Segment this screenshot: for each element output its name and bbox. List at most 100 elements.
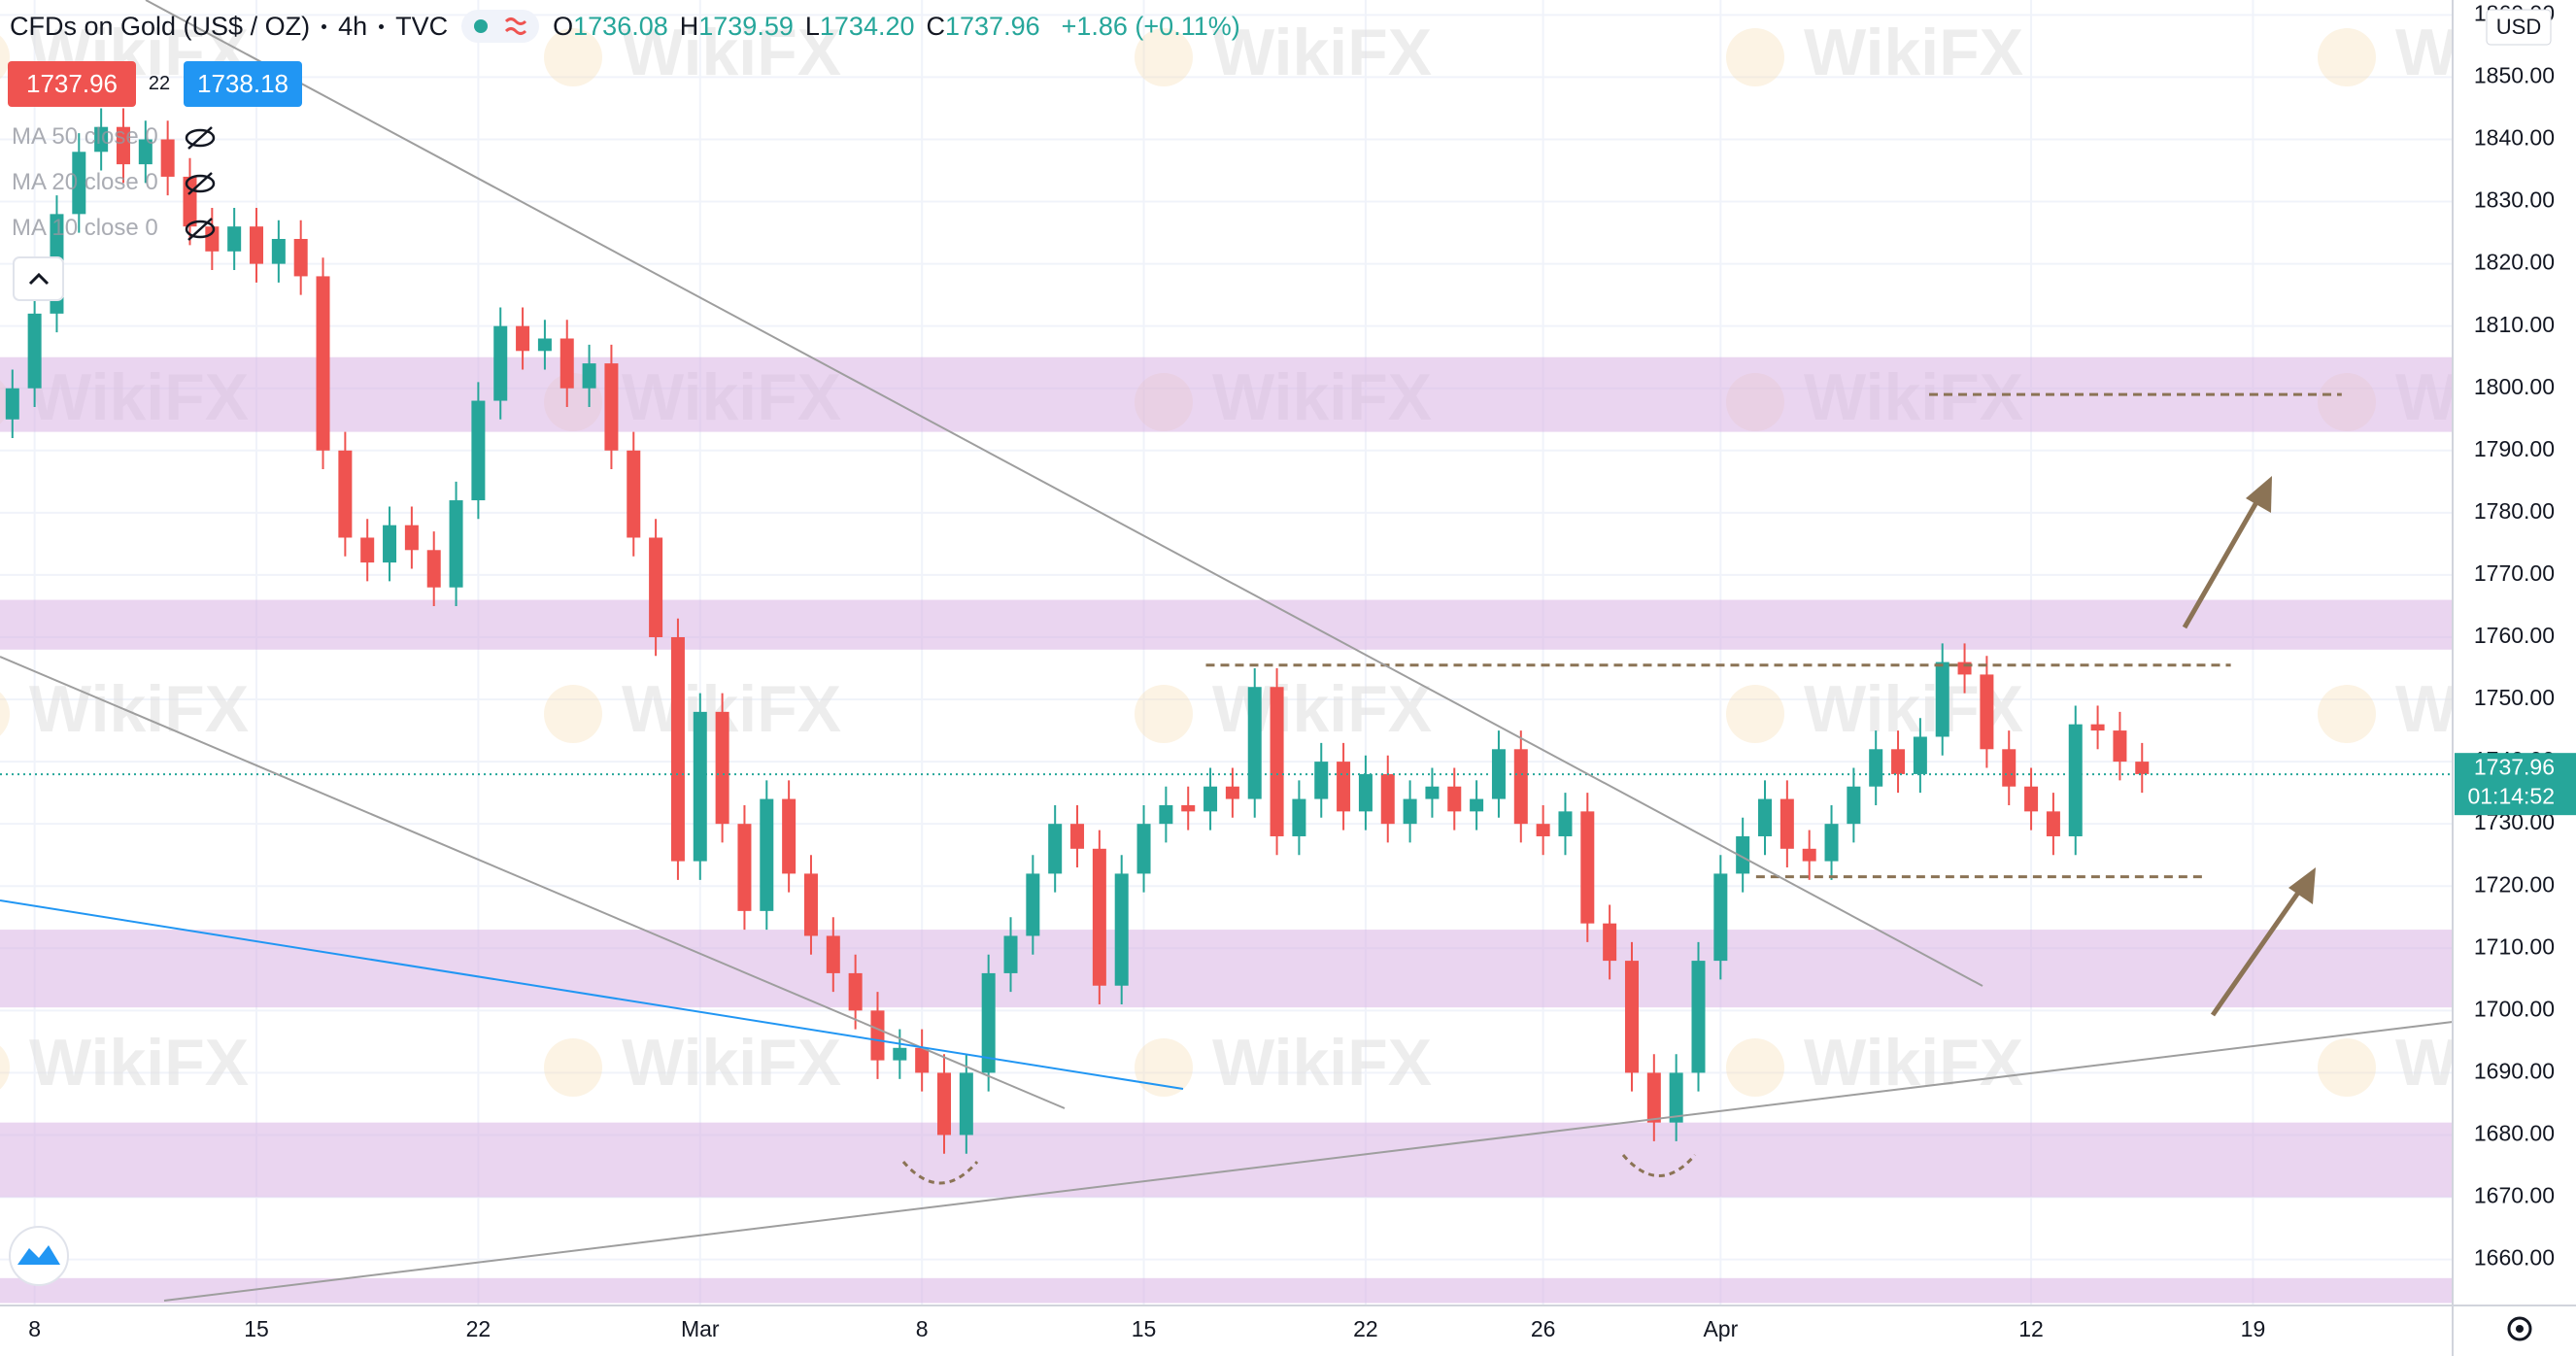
y-tick-label: 1750.00 xyxy=(2474,685,2555,710)
candle-body xyxy=(1713,873,1728,962)
candle-body xyxy=(936,1072,951,1136)
hidden-icon[interactable] xyxy=(185,172,216,195)
ohlc-item: C1737.96 xyxy=(927,12,1040,42)
arrow-head xyxy=(2246,476,2272,513)
candle-body xyxy=(981,972,996,1073)
candle-body xyxy=(471,400,486,501)
candle-body xyxy=(183,176,197,227)
candle-body xyxy=(316,276,330,451)
candle-body xyxy=(1358,773,1373,812)
background-layer xyxy=(0,0,2453,1305)
indicator-label: MA 50 close 0 xyxy=(12,123,158,150)
zone xyxy=(0,1122,2453,1198)
candle-body xyxy=(582,363,596,389)
watermark-logo xyxy=(544,28,602,86)
candle-body xyxy=(1270,687,1284,836)
candle-body xyxy=(1558,811,1573,836)
sell-badge[interactable]: 1737.96 xyxy=(8,61,136,107)
candle-body xyxy=(116,126,130,165)
candle-body xyxy=(516,325,530,352)
candle-body xyxy=(1779,798,1794,849)
price-axis-bg xyxy=(2453,0,2576,1356)
y-tick-label: 1670.00 xyxy=(2474,1183,2555,1208)
y-tick-label: 1800.00 xyxy=(2474,374,2555,399)
watermark-logo xyxy=(2318,1038,2376,1097)
candle-body xyxy=(1337,762,1351,812)
watermark-logo xyxy=(1135,1038,1193,1097)
candle-body xyxy=(1292,798,1306,836)
currency-box xyxy=(2486,9,2552,46)
candle-body xyxy=(1536,824,1550,836)
candle-body xyxy=(2002,749,2017,787)
watermark-logo xyxy=(1135,685,1193,743)
spread: 22 xyxy=(148,73,171,94)
y-tick-label: 1680.00 xyxy=(2474,1121,2555,1146)
candle-body xyxy=(2046,811,2060,836)
tradingview-logo[interactable] xyxy=(9,1226,69,1286)
separator xyxy=(379,23,385,29)
candle-body xyxy=(5,388,19,420)
candle-body xyxy=(360,537,375,563)
candle-body xyxy=(449,500,463,588)
candle-body xyxy=(1935,661,1949,737)
eye-slash xyxy=(187,218,213,241)
candle-body xyxy=(1669,1072,1683,1123)
candle-body xyxy=(2024,786,2039,812)
eye-slash xyxy=(187,126,213,150)
candle-body xyxy=(870,1010,885,1061)
currency: USD xyxy=(2496,15,2541,39)
watermark-logo xyxy=(0,35,10,80)
candle-body xyxy=(1603,923,1617,962)
x-tick-label: Apr xyxy=(1703,1316,1738,1341)
candle-body xyxy=(1070,824,1085,849)
y-tick-label: 1830.00 xyxy=(2474,187,2555,213)
logo-circle[interactable] xyxy=(9,1226,69,1286)
trend-line xyxy=(0,656,1066,1109)
candle-body xyxy=(72,152,86,215)
candle-body xyxy=(848,972,863,1011)
watermark-logo xyxy=(2318,28,2376,86)
zones-layer xyxy=(0,356,2453,1304)
zone xyxy=(0,1277,2453,1304)
collapse-button[interactable] xyxy=(13,256,64,301)
buy-badge[interactable]: 1738.18 xyxy=(184,61,302,107)
watermark-logo xyxy=(1135,28,1193,86)
symbol-title[interactable]: CFDs on Gold (US$ / OZ) xyxy=(10,11,311,41)
eye xyxy=(185,220,216,239)
watermark: WikiFX xyxy=(1212,672,1432,746)
candle-body xyxy=(404,525,419,551)
ohlc-values: O1736.08 H1739.59 L1734.20 C1737.96 xyxy=(553,12,1049,42)
ohlc-label: L xyxy=(804,11,820,41)
zone xyxy=(0,356,2453,432)
candle-body xyxy=(826,935,840,973)
market-open-dot xyxy=(474,19,489,33)
x-tick-label: Mar xyxy=(681,1316,720,1341)
y-tick-label: 1810.00 xyxy=(2474,312,2555,337)
y-tick-label: 1660.00 xyxy=(2474,1245,2555,1271)
hidden-icon[interactable] xyxy=(185,218,216,241)
candle-body xyxy=(1181,804,1196,812)
watermark: WikiFX xyxy=(622,1026,841,1100)
gear[interactable] xyxy=(2507,1316,2532,1341)
candle-body xyxy=(383,525,397,563)
candle-body xyxy=(627,450,641,538)
settings-icon[interactable] xyxy=(2507,1316,2532,1341)
interval[interactable]: 4h xyxy=(338,11,368,41)
candle-body xyxy=(338,450,353,538)
candle-body xyxy=(715,711,729,825)
candle-body xyxy=(693,711,707,862)
candle-body xyxy=(2090,724,2105,731)
candle-body xyxy=(782,798,797,874)
hidden-icon[interactable] xyxy=(185,126,216,150)
collapse-icon xyxy=(28,272,50,286)
last-price-label: 1737.96 xyxy=(2474,754,2555,779)
candle-body xyxy=(537,338,552,352)
eye xyxy=(185,174,216,193)
ohlc-value: 1734.20 xyxy=(819,11,915,41)
last-price-tag xyxy=(2455,753,2576,816)
y-tick-label: 1690.00 xyxy=(2474,1058,2555,1083)
watermark-logo xyxy=(544,1038,602,1097)
candle-body xyxy=(1513,749,1528,825)
candle-body xyxy=(2113,730,2127,763)
